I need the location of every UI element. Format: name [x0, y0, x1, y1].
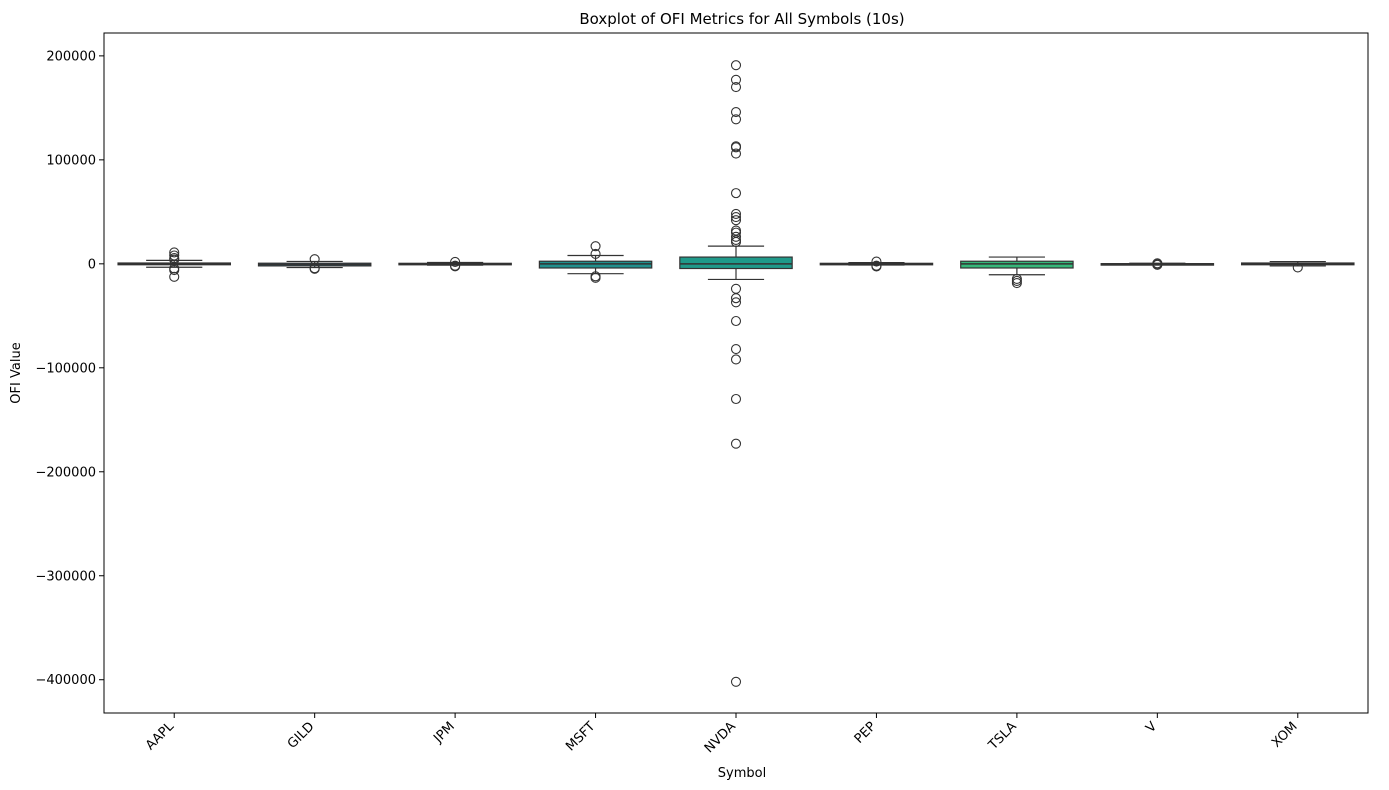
outlier-point [1292, 262, 1303, 273]
box-iqr [679, 256, 793, 270]
x-tick-label: TSLA [985, 719, 1019, 753]
x-tick-label: AAPL [143, 719, 178, 754]
outlier-point [730, 236, 742, 248]
outlier-point [730, 208, 742, 219]
x-axis-title: Symbol [718, 766, 766, 781]
box-tsla [960, 256, 1074, 289]
outlier-point [730, 283, 742, 294]
x-tick-label: MSFT [563, 719, 598, 754]
box-pep [819, 256, 934, 272]
outlier-point [730, 315, 742, 327]
outlier-point [730, 74, 742, 85]
outlier-point [730, 438, 742, 449]
outlier-point [1152, 259, 1163, 270]
outlier-point [730, 344, 742, 355]
outlier-point [450, 261, 461, 272]
outlier-point [169, 247, 180, 258]
x-tick-label: V [1143, 719, 1160, 736]
outlier-point [730, 60, 742, 71]
box-v [1100, 258, 1215, 270]
outlier-point [169, 265, 180, 276]
outlier-point [1011, 278, 1022, 289]
box-xom [1240, 260, 1355, 273]
outlier-point [730, 106, 742, 118]
box-gild [257, 254, 372, 274]
y-tick-label: −100000 [35, 361, 96, 376]
outlier-point [730, 211, 742, 223]
y-tick-label: 100000 [46, 153, 96, 168]
outlier-point [1011, 275, 1022, 287]
box-iqr [538, 260, 653, 269]
outlier-point [730, 354, 742, 365]
outlier-point [730, 82, 742, 93]
outlier-point [871, 256, 882, 267]
outlier-point [730, 293, 742, 304]
outlier-point [169, 250, 180, 261]
x-axis: AAPL GILD JPM MSFT NVDA PEP TSLA V XOM [143, 713, 1301, 756]
box-nvda [679, 60, 793, 687]
y-tick-label: −400000 [35, 673, 96, 688]
y-axis: −400000 −300000 −200000 −100000 0 100000 20000… [35, 49, 104, 688]
outlier-point [309, 263, 320, 274]
plot-frame [103, 32, 1369, 714]
y-tick-label: −300000 [35, 569, 96, 584]
outlier-point [730, 231, 742, 242]
plot-area [117, 60, 1355, 687]
outlier-point [590, 248, 601, 259]
x-tick-label: GILD [285, 719, 318, 752]
x-tick-label: XOM [1269, 719, 1300, 750]
outlier-point [590, 241, 601, 252]
x-tick-label: NVDA [702, 719, 739, 756]
outlier-point [730, 393, 742, 405]
chart-title: Boxplot of OFI Metrics for All Symbols (… [579, 10, 904, 28]
box-aapl [117, 247, 231, 282]
outlier-point [450, 256, 461, 268]
outlier-point [730, 297, 742, 308]
y-tick-label: −200000 [35, 465, 96, 480]
y-tick-label: 200000 [46, 49, 96, 64]
x-tick-label: PEP [852, 719, 880, 747]
outlier-point [730, 215, 742, 226]
y-tick-label: 0 [88, 257, 96, 272]
outlier-point [730, 148, 742, 159]
outlier-point [730, 142, 742, 153]
y-axis-title: OFI Value [9, 342, 24, 403]
outlier-point [169, 271, 180, 282]
box-iqr [960, 260, 1074, 269]
outlier-point [590, 272, 601, 283]
box-jpm [398, 256, 512, 272]
x-tick-label: JPM [430, 719, 457, 746]
outlier-point [730, 114, 742, 125]
outlier-point [730, 188, 742, 199]
outlier-point [730, 676, 742, 687]
outlier-point [871, 261, 882, 272]
box-msft [538, 241, 653, 283]
